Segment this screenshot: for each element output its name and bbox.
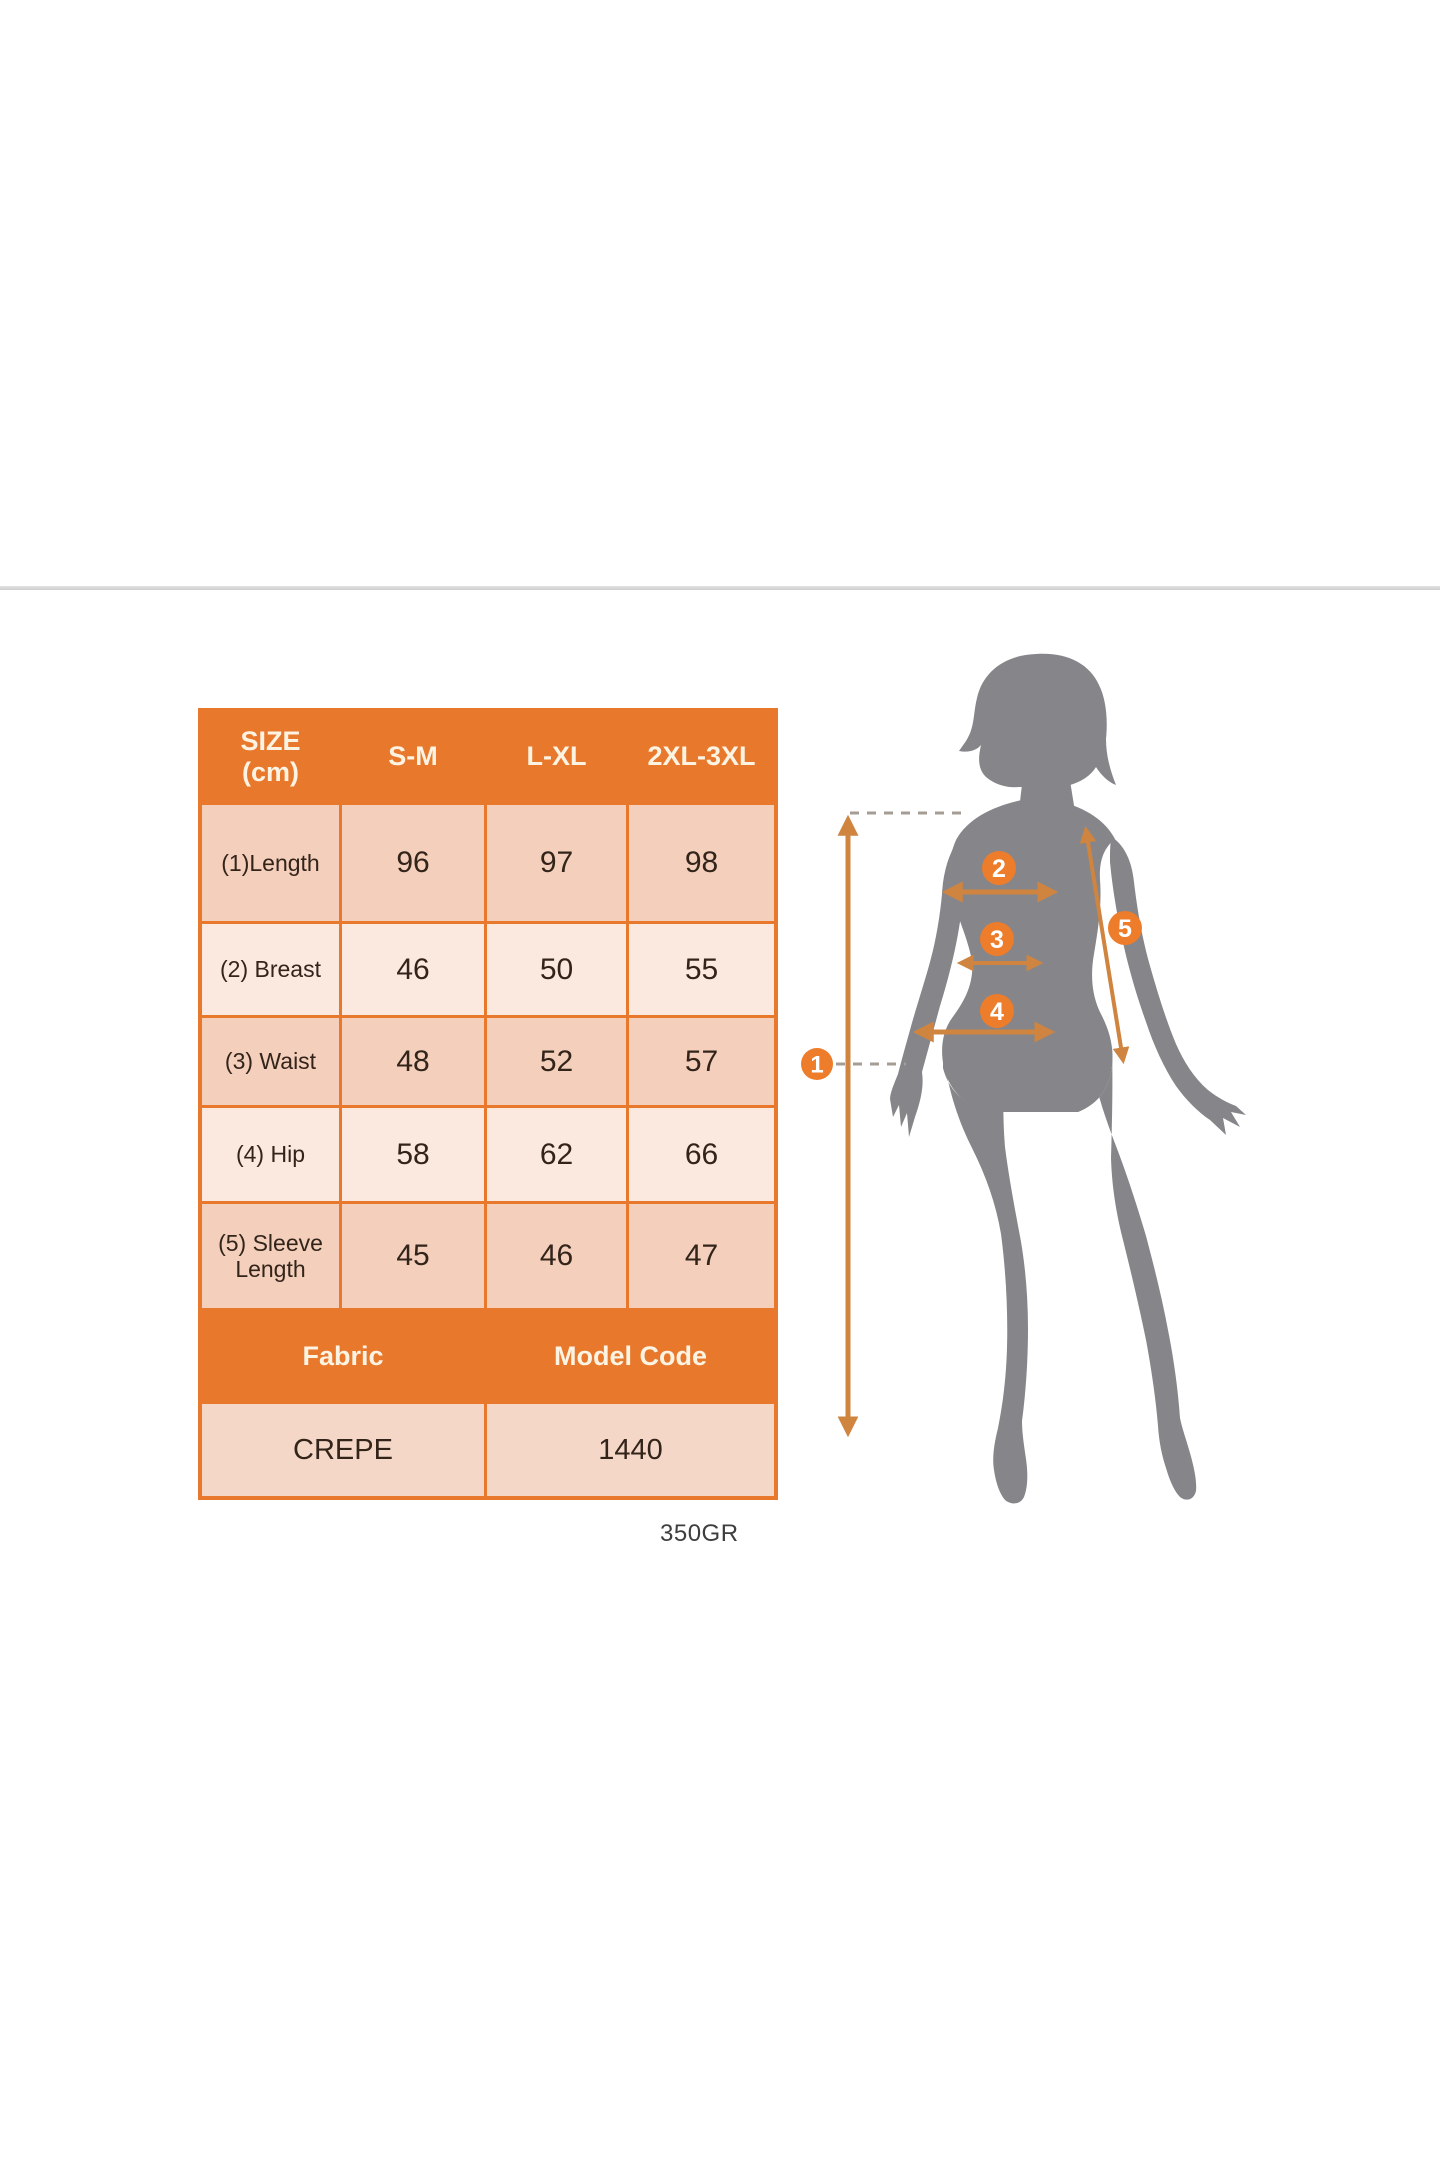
row-waist-sm: 48	[342, 1018, 484, 1105]
row-length-lxl: 97	[487, 805, 626, 921]
fabric-header: Fabric	[202, 1311, 484, 1401]
silhouette-left-arm	[890, 840, 964, 1137]
measure-marker-3: 3	[980, 922, 1014, 956]
marker-1-number: 1	[810, 1052, 823, 1079]
model-code-value: 1440	[487, 1404, 774, 1496]
row-sleeve-lxl: 46	[487, 1204, 626, 1308]
row-hip-sm: 58	[342, 1108, 484, 1201]
marker-3-number: 3	[990, 926, 1004, 954]
marker-5-number: 5	[1118, 915, 1132, 943]
female-silhouette	[890, 653, 1246, 1504]
model-code-header: Model Code	[487, 1311, 774, 1401]
size-table-header-size: SIZE (cm)	[202, 712, 339, 802]
row-breast-lxl: 50	[487, 924, 626, 1015]
top-divider-line	[0, 586, 1440, 590]
silhouette-right-arm	[1110, 837, 1246, 1135]
silhouette-right-leg	[1078, 1044, 1197, 1500]
weight-note: 350GR	[660, 1520, 739, 1547]
size-table-header-2xl3xl: 2XL-3XL	[629, 712, 774, 802]
measure-marker-5: 5	[1108, 911, 1142, 945]
size-table-header-sm: S-M	[342, 712, 484, 802]
sleeve-arrow	[1079, 825, 1130, 1065]
row-breast-sm: 46	[342, 924, 484, 1015]
marker-2-number: 2	[992, 855, 1006, 883]
size-table: SIZE (cm) S-M L-XL 2XL-3XL (1)Length 96 …	[198, 708, 778, 1500]
row-sleeve-2xl3xl: 47	[629, 1204, 774, 1308]
row-length-2xl3xl: 98	[629, 805, 774, 921]
marker-4-number: 4	[990, 998, 1004, 1026]
row-breast-2xl3xl: 55	[629, 924, 774, 1015]
silhouette-head	[959, 653, 1116, 788]
row-sleeve-label: (5) Sleeve Length	[202, 1204, 339, 1308]
row-breast-label: (2) Breast	[202, 924, 339, 1015]
row-length-label: (1)Length	[202, 805, 339, 921]
row-length-sm: 96	[342, 805, 484, 921]
row-waist-2xl3xl: 57	[629, 1018, 774, 1105]
row-waist-lxl: 52	[487, 1018, 626, 1105]
row-hip-label: (4) Hip	[202, 1108, 339, 1201]
measure-marker-2: 2	[982, 851, 1016, 885]
measure-marker-4: 4	[980, 994, 1014, 1028]
measurement-annotations: 1 2 3 4 5	[801, 811, 1142, 1438]
row-sleeve-sm: 45	[342, 1204, 484, 1308]
measure-marker-1: 1	[801, 1048, 833, 1080]
measurement-figure: 1 2 3 4 5	[801, 653, 1246, 1504]
silhouette-left-leg	[943, 1048, 1028, 1504]
fabric-value: CREPE	[202, 1404, 484, 1496]
row-hip-lxl: 62	[487, 1108, 626, 1201]
size-table-header-lxl: L-XL	[487, 712, 626, 802]
row-waist-label: (3) Waist	[202, 1018, 339, 1105]
row-hip-2xl3xl: 66	[629, 1108, 774, 1201]
